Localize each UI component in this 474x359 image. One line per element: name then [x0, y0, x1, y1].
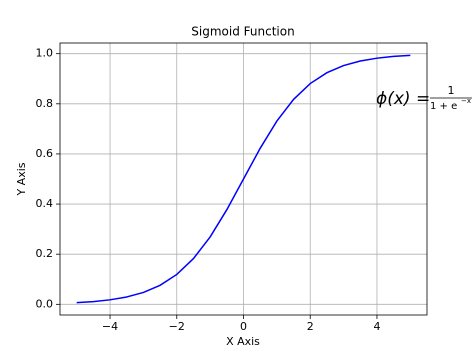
grid — [60, 43, 427, 315]
y-tick-label: 0.0 — [36, 297, 54, 310]
y-tick-label: 0.8 — [36, 97, 54, 110]
x-tick-label: 4 — [373, 320, 380, 333]
formula-exponent: −x — [461, 97, 471, 105]
y-tick-label: 1.0 — [36, 47, 54, 60]
line — [76, 54, 411, 304]
annotation: ϕ(x) = 1 1 + e −x — [376, 84, 472, 112]
x-tick-label: −4 — [102, 320, 118, 333]
y-axis-label: Y Axis — [15, 162, 28, 196]
x-tick-label: 0 — [240, 320, 247, 333]
x-tick-label: 2 — [307, 320, 314, 333]
chart-title: Sigmoid Function — [191, 25, 294, 39]
y-tick-label: 0.2 — [36, 247, 54, 260]
y-tick-label: 0.6 — [36, 147, 54, 160]
x-axis-label: X Axis — [226, 335, 260, 348]
formula-denominator: 1 + e — [430, 101, 457, 112]
x-tick-label: −2 — [169, 320, 185, 333]
formula-numerator: 1 — [448, 84, 455, 97]
y-tick-label: 0.4 — [36, 197, 54, 210]
plot — [76, 54, 411, 304]
formula-lhs: ϕ(x) = — [376, 89, 430, 109]
